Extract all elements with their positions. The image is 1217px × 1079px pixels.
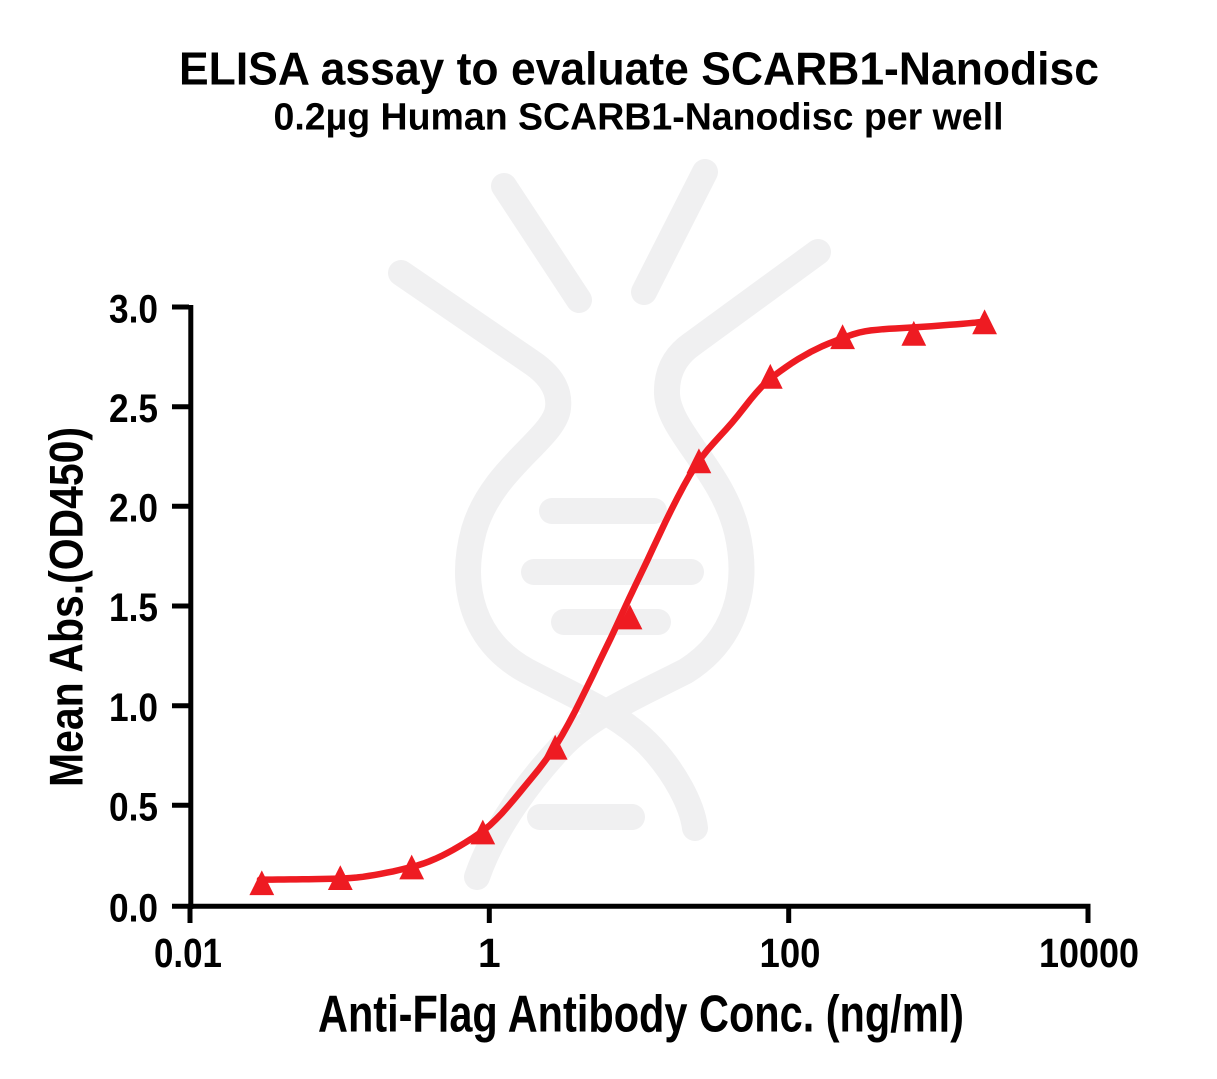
- svg-text:Anti-Flag Antibody Conc. (ng/m: Anti-Flag Antibody Conc. (ng/ml): [318, 985, 964, 1043]
- svg-text:0.01: 0.01: [154, 930, 222, 976]
- svg-text:3.0: 3.0: [109, 287, 158, 331]
- svg-text:0.2µg Human SCARB1-Nanodisc pe: 0.2µg Human SCARB1-Nanodisc per well: [274, 96, 1004, 138]
- svg-text:2.5: 2.5: [109, 387, 158, 431]
- svg-text:1: 1: [478, 930, 501, 976]
- svg-text:ELISA assay to evaluate SCARB1: ELISA assay to evaluate SCARB1-Nanodisc: [179, 43, 1099, 95]
- svg-text:100: 100: [760, 930, 821, 976]
- svg-text:0.5: 0.5: [109, 786, 158, 830]
- svg-text:1.5: 1.5: [109, 586, 158, 630]
- svg-text:2.0: 2.0: [109, 487, 158, 531]
- svg-text:Mean Abs.(OD450): Mean Abs.(OD450): [40, 427, 93, 787]
- svg-text:10000: 10000: [1039, 930, 1139, 976]
- svg-text:1.0: 1.0: [109, 686, 158, 730]
- svg-text:0.0: 0.0: [109, 887, 158, 931]
